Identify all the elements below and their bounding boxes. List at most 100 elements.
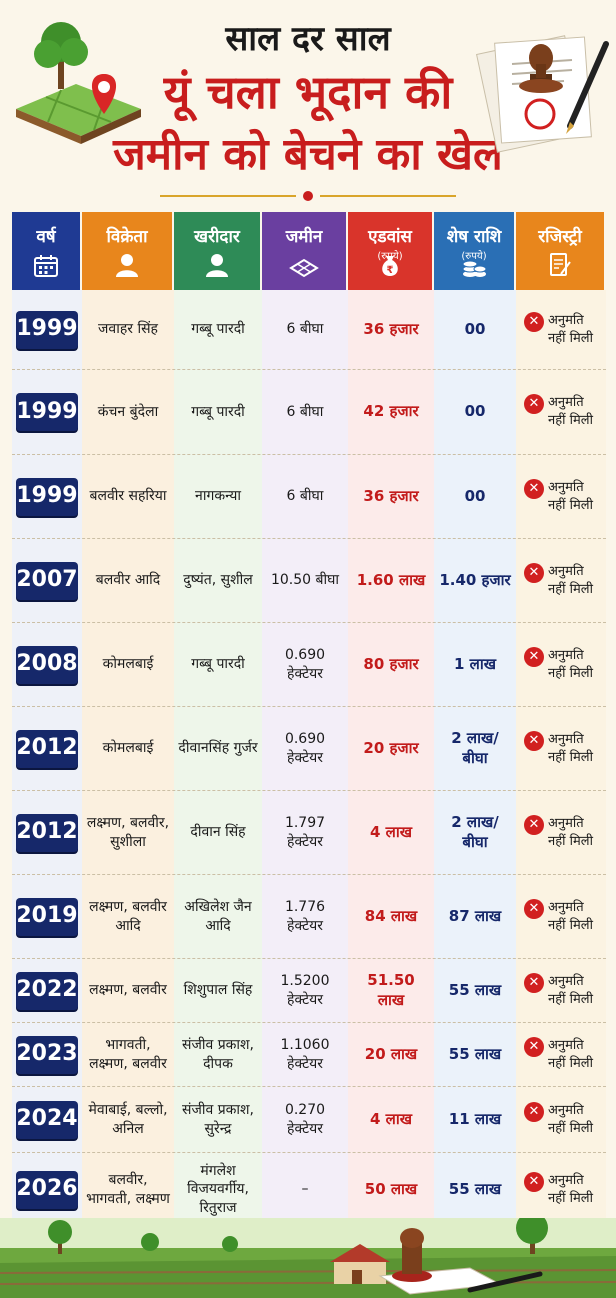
registry-status: अनुमति नहीं मिली [548,479,593,513]
cross-icon: ✕ [524,972,544,993]
seller-value: बलवीर, भागवती, लक्ष्मण [86,1172,170,1207]
registry-status: अनुमति नहीं मिली [548,899,593,933]
land-cell: 1.776 हेक्टेयर [262,875,348,958]
balance-cell: 1.40 हजार [434,539,516,622]
buyer-cell: शिशुपाल सिंह [174,959,262,1022]
seller-value: मेवाबाई, बल्लो, अनिल [88,1102,168,1137]
seller-value: कंचन बुंदेला [97,403,159,420]
buyer-value: मंगलेश विजयवर्गीय, रितुराज [187,1163,249,1216]
registry-cell: ✕ अनुमति नहीं मिली [516,1087,606,1152]
advance-value: 51.50 लाख [367,971,415,1009]
buyer-cell: संजीव प्रकाश, सुरेन्द्र [174,1087,262,1152]
year-cell: 1999 [12,370,82,454]
buyer-value: गब्बू पारदी [191,321,245,338]
year-cell: 2007 [12,539,82,622]
land-cell: 6 बीघा [262,455,348,538]
column-background-registry [516,290,606,1227]
money-bag-icon: ₹ [378,252,402,282]
table-row: 2019 लक्ष्मण, बलवीर आदि अखिलेश जैन आदि 1.77… [12,875,606,959]
svg-text:₹: ₹ [387,265,394,276]
registry-cell: ✕ अनुमति नहीं मिली [516,539,606,622]
column-background-advance [348,290,434,1227]
land-map-icon [289,256,319,282]
table-row: 2012 कोमलबाई दीवानसिंह गुर्जर 0.690 हेक्टेय… [12,707,606,791]
seller-cell: कोमलबाई [82,623,174,706]
column-header-land: जमीन [262,212,348,290]
coins-icon [461,254,487,282]
advance-cell: 20 लाख [348,1023,434,1086]
land-cell: 0.270 हेक्टेयर [262,1087,348,1152]
buyer-cell: दुष्यंत, सुशील [174,539,262,622]
registry-cell: ✕ अनुमति नहीं मिली [516,370,606,454]
table-row: 1999 कंचन बुंदेला गब्बू पारदी 6 बीघा 42 हजार… [12,370,606,455]
table-row: 2008 कोमलबाई गब्बू पारदी 0.690 हेक्टेयर 80 ह… [12,623,606,707]
land-value: – [301,1181,309,1198]
advance-cell: 4 लाख [348,791,434,874]
land-value: 6 बीघा [286,321,324,338]
column-header-label: रजिस्ट्री [538,227,582,247]
advance-cell: 50 लाख [348,1153,434,1226]
buyer-value: अखिलेश जैन आदि [184,899,252,934]
advance-value: 36 हजार [363,486,419,505]
land-cell: 1.797 हेक्टेयर [262,791,348,874]
buyer-value: दीवान सिंह [190,824,246,841]
land-cell: 6 बीघा [262,370,348,454]
registry-status: अनुमति नहीं मिली [548,1172,593,1206]
balance-cell: 55 लाख [434,1153,516,1226]
table-header-row: वर्षविक्रेताखरीदारजमीनएडवांस(रुपये)₹शेष … [12,212,606,290]
seller-value: लक्ष्मण, बलवीर [89,982,167,999]
land-value: 0.270 हेक्टेयर [284,1102,326,1137]
buyer-value: संजीव प्रकाश, सुरेन्द्र [181,1102,255,1137]
advance-value: 42 हजार [363,402,419,421]
balance-cell: 55 लाख [434,1023,516,1086]
balance-cell: 2 लाख/ बीघा [434,791,516,874]
column-header-buyer: खरीदार [174,212,262,290]
title-line-1: साल दर साल [225,19,391,59]
person-icon [204,252,230,282]
balance-cell: 1 लाख [434,623,516,706]
buyer-cell: दीवान सिंह [174,791,262,874]
seller-cell: भागवती, लक्ष्मण, बलवीर [82,1023,174,1086]
cross-icon: ✕ [524,311,544,332]
buyer-cell: गब्बू पारदी [174,290,262,369]
year-badge: 1999 [16,310,78,349]
column-header-advance: एडवांस(रुपये)₹ [348,212,434,290]
balance-cell: 00 [434,370,516,454]
cross-icon: ✕ [524,814,544,835]
year-cell: 1999 [12,455,82,538]
year-badge: 2024 [16,1100,78,1139]
balance-value: 1.40 हजार [439,570,511,589]
registry-cell: ✕ अनुमति नहीं मिली [516,1023,606,1086]
table-row: 2026 बलवीर, भागवती, लक्ष्मण मंगलेश विजयवर्… [12,1153,606,1227]
seller-value: भागवती, लक्ष्मण, बलवीर [89,1037,167,1072]
registry-status: अनुमति नहीं मिली [548,312,593,346]
year-badge: 1999 [16,477,78,516]
cross-icon: ✕ [524,1036,544,1057]
title-line-2: यूं चला भूदान की [163,65,453,119]
land-value: 10.50 बीघा [270,572,340,589]
person-icon [114,252,140,282]
balance-value: 2 लाख/ बीघा [451,729,499,767]
land-cell: 1.5200 हेक्टेयर [262,959,348,1022]
advance-cell: 51.50 लाख [348,959,434,1022]
buyer-cell: संजीव प्रकाश, दीपक [174,1023,262,1086]
land-cell: 1.1060 हेक्टेयर [262,1023,348,1086]
seller-cell: बलवीर, भागवती, लक्ष्मण [82,1153,174,1226]
balance-value: 11 लाख [448,1109,502,1128]
seller-cell: जवाहर सिंह [82,290,174,369]
advance-value: 84 लाख [364,906,418,925]
advance-cell: 20 हजार [348,707,434,790]
balance-value: 55 लाख [448,980,502,999]
land-value: 6 बीघा [286,403,324,420]
balance-value: 00 [464,319,486,338]
buyer-value: गब्बू पारदी [191,656,245,673]
registry-cell: ✕ अनुमति नहीं मिली [516,1153,606,1226]
advance-value: 20 लाख [364,1044,418,1063]
land-cell: 6 बीघा [262,290,348,369]
year-cell: 2012 [12,707,82,790]
seller-cell: लक्ष्मण, बलवीर आदि [82,875,174,958]
advance-cell: 42 हजार [348,370,434,454]
seller-cell: मेवाबाई, बल्लो, अनिल [82,1087,174,1152]
year-cell: 2022 [12,959,82,1022]
